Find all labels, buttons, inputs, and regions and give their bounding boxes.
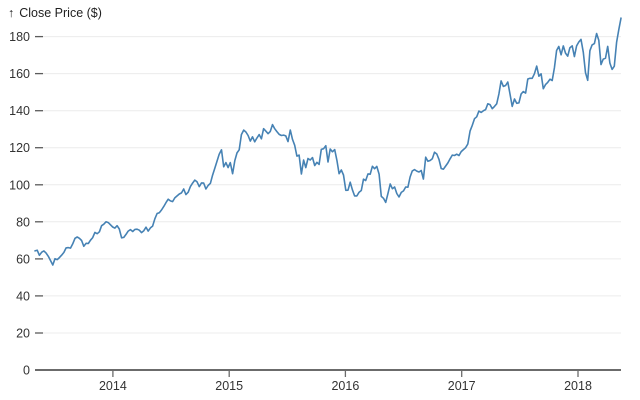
- x-tick-label: 2017: [448, 379, 476, 393]
- x-tick-label: 2015: [215, 379, 243, 393]
- x-tick-label: 2016: [331, 379, 359, 393]
- x-tick-label: 2018: [564, 379, 592, 393]
- y-tick-label: 40: [16, 289, 30, 303]
- y-tick-label: 60: [16, 252, 30, 266]
- y-tick-label: 0: [23, 364, 30, 378]
- up-arrow-icon: ↑: [8, 6, 15, 20]
- y-tick-label: 140: [9, 104, 30, 118]
- y-tick-label: 180: [9, 30, 30, 44]
- y-axis-title-text: Close Price ($): [19, 6, 102, 20]
- y-tick-label: 160: [9, 67, 30, 81]
- y-axis-title: ↑ Close Price ($): [8, 6, 102, 20]
- y-tick-label: 100: [9, 178, 30, 192]
- x-tick-label: 2014: [99, 379, 127, 393]
- y-tick-label: 20: [16, 327, 30, 341]
- y-tick-label: 120: [9, 141, 30, 155]
- price-line-series: [34, 17, 622, 266]
- y-tick-label: 80: [16, 215, 30, 229]
